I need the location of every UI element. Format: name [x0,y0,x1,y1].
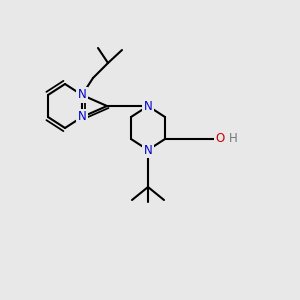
Text: N: N [144,100,152,112]
Text: N: N [144,143,152,157]
Text: N: N [78,110,86,124]
Text: N: N [144,100,152,112]
Text: N: N [78,88,86,101]
Text: H: H [229,133,237,146]
Text: O: O [215,133,225,146]
